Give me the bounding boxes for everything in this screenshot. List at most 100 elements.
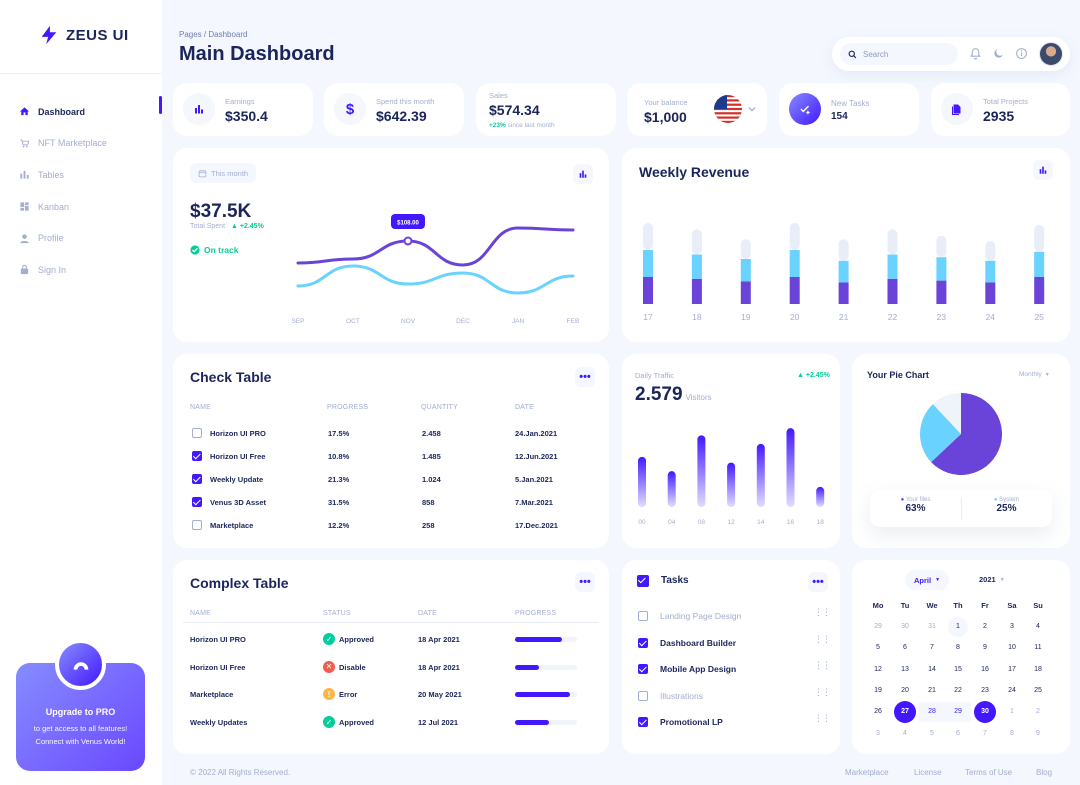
calendar-day[interactable]: 15 [954,665,962,673]
calendar-day[interactable]: 20 [901,686,909,694]
calendar-day[interactable]: 3 [876,729,880,737]
footer-link-license[interactable]: License [914,768,942,777]
chevron-down-icon[interactable] [748,106,756,112]
calendar-day[interactable]: 4 [903,729,907,737]
more-options-button[interactable]: ••• [808,572,828,592]
moon-icon[interactable] [992,47,1005,60]
calendar-day[interactable]: 5 [930,729,934,737]
row-checkbox[interactable] [192,451,202,461]
info-icon[interactable] [1015,47,1028,60]
period-selector[interactable]: This month [190,163,257,183]
task-checkbox[interactable] [638,611,648,621]
calendar-day[interactable]: 27 [901,708,909,716]
calendar-day[interactable]: 23 [981,686,989,694]
calendar-day[interactable]: 16 [981,665,989,673]
legend-value: 25% [996,503,1017,514]
calendar-day[interactable]: 5 [876,644,880,652]
drag-handle-icon[interactable]: ⋮⋮ [814,686,831,697]
calendar-day[interactable]: 11 [1034,644,1042,652]
period-dropdown[interactable]: Monthly ▼ [1019,371,1050,378]
sidebar-item-kanban[interactable]: Kanban [18,191,107,223]
data-point-highlight[interactable] [403,236,413,246]
calendar-day[interactable]: 8 [1010,729,1014,737]
calendar-day[interactable]: 19 [874,686,882,694]
progress-track [515,692,577,698]
calendar-day[interactable]: 13 [901,665,909,673]
sidebar-item-dashboard[interactable]: Dashboard [18,96,107,128]
more-options-button[interactable]: ••• [575,572,595,592]
drag-handle-icon[interactable]: ⋮⋮ [814,713,831,723]
search-input[interactable] [863,49,953,59]
calendar-day[interactable]: 21 [928,686,936,694]
search-icon [848,50,857,58]
calendar-day[interactable]: 31 [928,623,936,630]
traffic-label: Daily Traffic [635,371,675,380]
upgrade-card[interactable]: Upgrade to PRO to get access to all feat… [16,639,145,771]
calendar-day[interactable]: 7 [930,644,934,652]
revenue-bar-segment [838,260,849,283]
row-checkbox[interactable] [192,474,202,484]
calendar-day[interactable]: 6 [903,644,907,652]
stat-label: Spend this month [376,97,435,106]
tasks-checkbox[interactable] [637,575,649,587]
calendar-day[interactable]: 26 [874,708,882,716]
sidebar-item-tables[interactable]: Tables [18,159,107,191]
chart-options-button[interactable] [573,164,593,184]
calendar-day[interactable]: 14 [928,665,936,673]
row-checkbox[interactable] [192,497,202,507]
task-checkbox[interactable] [638,717,648,727]
task-checkbox[interactable] [638,690,648,701]
bell-icon[interactable] [969,47,982,60]
calendar-day[interactable]: 3 [1010,623,1014,630]
calendar-day[interactable]: 7 [983,729,987,737]
x-tick-label: DEC [456,318,470,325]
more-options-button[interactable]: ••• [575,367,595,387]
month-selector[interactable]: April ▼ [905,570,949,590]
calendar-day[interactable]: 9 [1036,729,1040,737]
calendar-day[interactable]: 4 [1036,623,1040,630]
sidebar-item-sign-in[interactable]: Sign In [18,254,107,286]
sidebar-item-profile[interactable]: Profile [18,222,107,254]
footer-link-marketplace[interactable]: Marketplace [845,768,889,777]
calendar-day[interactable]: 12 [874,665,882,673]
row-checkbox[interactable] [192,520,202,530]
task-checkbox[interactable] [638,664,648,674]
calendar-day[interactable]: 2 [983,623,987,630]
footer-link-blog[interactable]: Blog [1036,768,1053,777]
drag-handle-icon[interactable]: ⋮⋮ [814,633,831,644]
search-box[interactable] [840,43,958,65]
calendar-day[interactable]: 17 [1008,665,1016,673]
calendar-day[interactable]: 1 [1010,708,1014,716]
sidebar-item-nft-marketplace[interactable]: NFT Marketplace [18,128,107,160]
line-series-1 [296,226,575,267]
calendar-day[interactable]: 18 [1034,665,1042,673]
calendar-day[interactable]: 10 [1008,644,1016,652]
calendar-day[interactable]: 6 [956,729,960,737]
calendar-day[interactable]: 25 [1034,686,1042,694]
calendar-day[interactable]: 8 [956,644,960,652]
us-flag-icon[interactable] [714,95,742,123]
revenue-bar-segment [789,250,800,277]
x-tick-label: NOV [401,318,416,325]
calendar-day[interactable]: 1 [956,623,960,630]
drag-handle-icon[interactable]: ⋮⋮ [814,607,831,617]
brand-logo[interactable]: ZEUS UI [38,24,129,46]
chart-options-button[interactable] [1033,160,1053,180]
calendar-day[interactable]: 30 [981,708,989,716]
drag-handle-icon[interactable]: ⋮⋮ [814,660,831,670]
calendar-day[interactable]: 9 [983,644,987,652]
x-tick-label: 20 [790,312,800,322]
calendar-day[interactable]: 24 [1008,686,1016,694]
calendar-day[interactable]: 30 [901,623,909,630]
calendar-day[interactable]: 22 [954,686,962,694]
calendar-day[interactable]: 29 [874,623,882,630]
task-checkbox[interactable] [638,637,648,648]
year-selector[interactable]: 2021 ▼ [979,575,1005,584]
row-checkbox[interactable] [192,428,202,438]
breadcrumb[interactable]: Pages / Dashboard [179,30,248,39]
avatar[interactable] [1039,42,1063,66]
calendar-day[interactable]: 29 [954,708,962,716]
calendar-day[interactable]: 28 [928,708,936,716]
footer-link-terms[interactable]: Terms of Use [965,768,1013,777]
calendar-day[interactable]: 2 [1036,708,1040,716]
